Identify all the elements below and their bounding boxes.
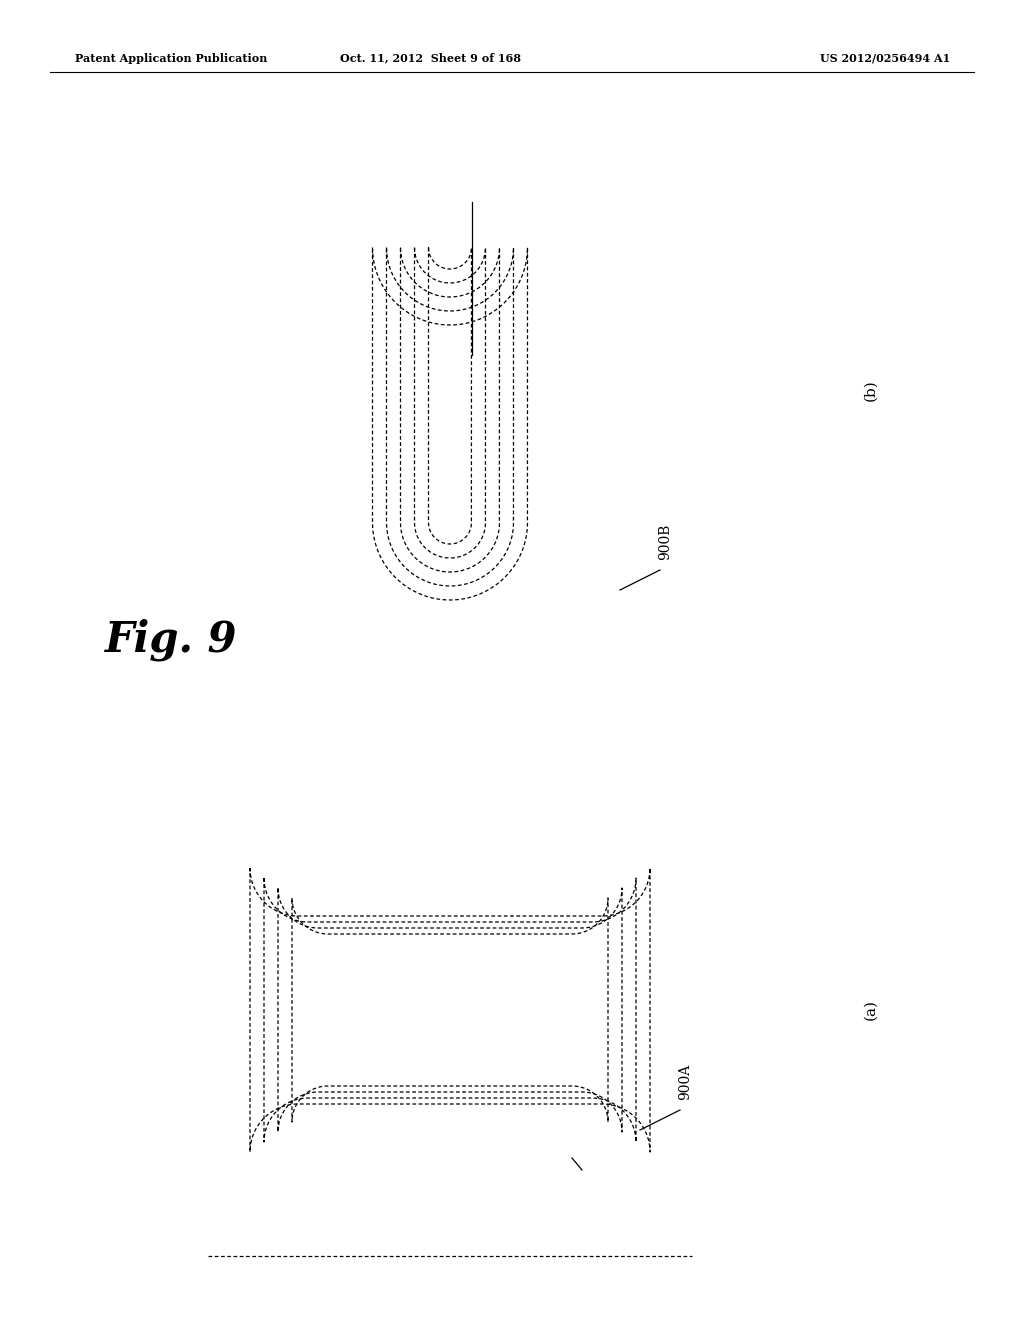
Text: US 2012/0256494 A1: US 2012/0256494 A1 [820, 53, 950, 63]
Text: 900B: 900B [658, 524, 672, 560]
Text: Fig. 9: Fig. 9 [105, 619, 238, 661]
Text: Patent Application Publication: Patent Application Publication [75, 53, 267, 63]
Text: (b): (b) [863, 379, 877, 401]
Text: Oct. 11, 2012  Sheet 9 of 168: Oct. 11, 2012 Sheet 9 of 168 [340, 53, 520, 63]
Text: 900A: 900A [678, 1064, 692, 1100]
Text: (a): (a) [863, 999, 877, 1020]
